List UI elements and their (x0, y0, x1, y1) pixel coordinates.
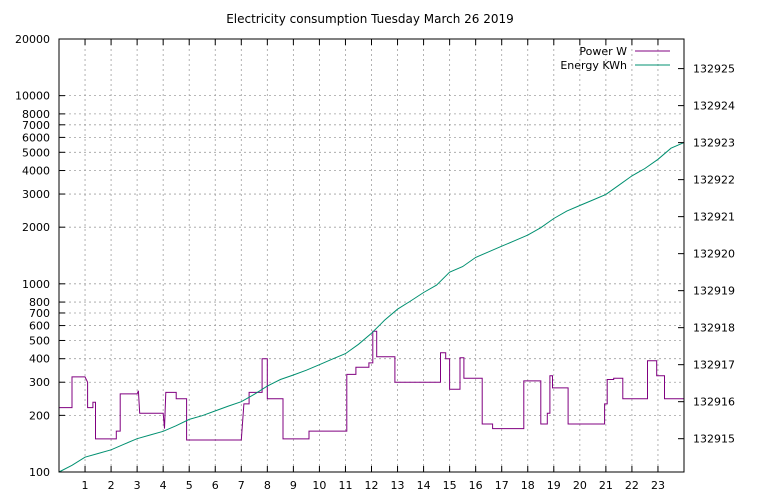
series-line-energy (58, 142, 685, 473)
x-tick-label: 16 (469, 479, 483, 492)
x-tick-label: 20 (573, 479, 587, 492)
x-tick-label: 21 (599, 479, 613, 492)
x-tick-label: 10 (312, 479, 326, 492)
x-tick-label: 15 (443, 479, 457, 492)
x-tick-label: 22 (625, 479, 639, 492)
x-tick-label: 8 (264, 479, 271, 492)
y-tick-label: 2000 (22, 221, 50, 234)
y-tick-label: 100 (29, 466, 50, 479)
x-tick-label: 7 (238, 479, 245, 492)
legend-label: Energy KWh (560, 59, 627, 72)
y-tick-label: 20000 (15, 33, 50, 46)
y2-tick-label: 132919 (693, 285, 735, 298)
y-tick-label: 1000 (22, 278, 50, 291)
y-tick-label: 700 (29, 307, 50, 320)
y-tick-label: 300 (29, 376, 50, 389)
x-tick-label: 14 (417, 479, 431, 492)
x-tick-label: 2 (108, 479, 115, 492)
x-tick-label: 13 (391, 479, 405, 492)
y-tick-label: 7000 (22, 119, 50, 132)
y-tick-label: 500 (29, 334, 50, 347)
axes: 1 2 3 4 5 6 7 8 9 10 11 12 13 14 15 16 17 18 19 20 21 22 23100… (15, 33, 735, 492)
x-tick-label: 18 (521, 479, 535, 492)
x-tick-label: 17 (495, 479, 509, 492)
y-tick-label: 400 (29, 353, 50, 366)
y-tick-label: 800 (29, 296, 50, 309)
x-tick-label: 1 (82, 479, 89, 492)
y2-tick-label: 132921 (693, 211, 735, 224)
x-tick-label: 12 (365, 479, 379, 492)
plot-border (58, 38, 685, 473)
y-tick-label: 8000 (22, 108, 50, 121)
x-tick-label: 6 (212, 479, 219, 492)
y-tick-label: 4000 (22, 165, 50, 178)
y2-tick-label: 132923 (693, 137, 735, 150)
y2-tick-label: 132918 (693, 322, 735, 335)
x-tick-label: 3 (134, 479, 141, 492)
y2-tick-label: 132916 (693, 396, 735, 409)
legend-label: Power W (579, 45, 627, 58)
y-tick-label: 6000 (22, 131, 50, 144)
plot-area (58, 142, 685, 473)
y-tick-label: 600 (29, 320, 50, 333)
x-tick-label: 9 (290, 479, 297, 492)
x-tick-label: 11 (338, 479, 352, 492)
y-tick-label: 5000 (22, 146, 50, 159)
y2-tick-label: 132920 (693, 248, 735, 261)
y2-tick-label: 132924 (693, 100, 735, 113)
x-tick-label: 4 (160, 479, 167, 492)
y2-tick-label: 132915 (693, 433, 735, 446)
y-tick-label: 3000 (22, 188, 50, 201)
y2-tick-label: 132917 (693, 359, 735, 372)
x-tick-label: 5 (186, 479, 193, 492)
y-tick-label: 10000 (15, 90, 50, 103)
grid (59, 39, 684, 472)
chart-title: Electricity consumption Tuesday March 26… (226, 12, 514, 26)
y-tick-label: 200 (29, 409, 50, 422)
y2-tick-label: 132922 (693, 174, 735, 187)
x-tick-label: 19 (547, 479, 561, 492)
x-tick-label: 23 (651, 479, 665, 492)
y2-tick-label: 132925 (693, 63, 735, 76)
series-line-power (59, 330, 684, 441)
